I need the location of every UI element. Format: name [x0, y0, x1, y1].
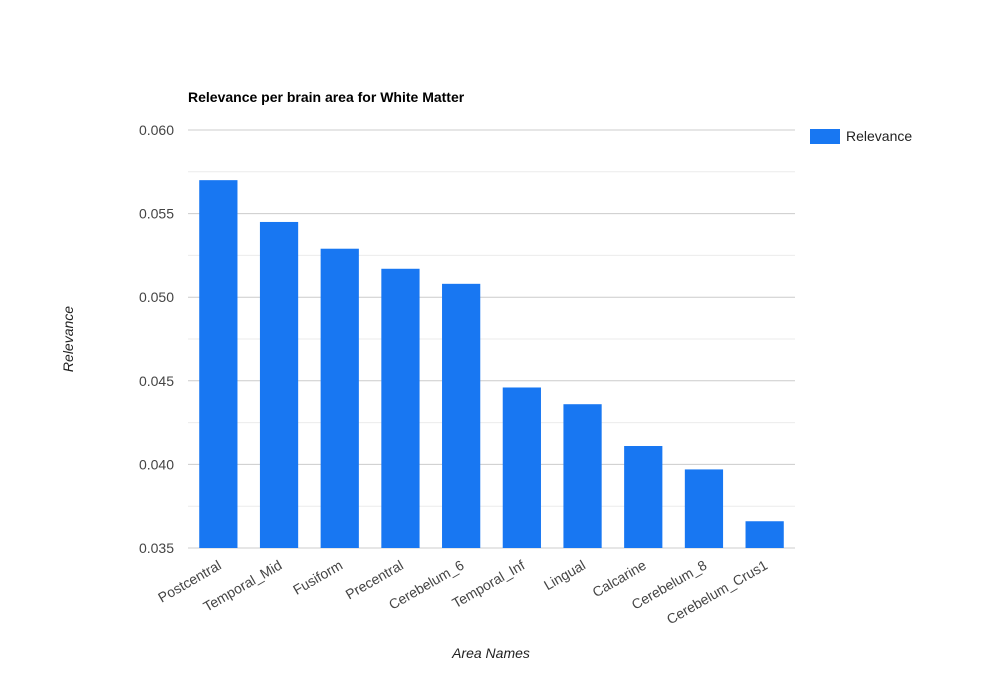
- bar: [745, 521, 784, 548]
- bar: [259, 221, 299, 548]
- bar: [502, 387, 541, 548]
- x-tick-label: Cerebelum_Crus1: [664, 557, 771, 628]
- y-tick-label: 0.040: [139, 456, 174, 472]
- bar: [684, 469, 724, 548]
- bar: [320, 248, 359, 548]
- y-tick-label: 0.045: [139, 373, 174, 389]
- legend: Relevance: [810, 128, 912, 144]
- bar: [381, 268, 420, 548]
- y-axis-title: Relevance: [60, 306, 76, 372]
- x-tick-label: Fusiform: [290, 557, 345, 598]
- bars: [199, 180, 784, 548]
- y-tick-label: 0.035: [139, 540, 174, 556]
- y-tick-label: 0.055: [139, 206, 174, 222]
- legend-label: Relevance: [846, 128, 912, 144]
- x-axis-title: Area Names: [451, 645, 530, 661]
- bar: [563, 404, 602, 548]
- y-tick-label: 0.050: [139, 289, 174, 305]
- y-tick-labels: 0.035 0.040 0.045 0.050 0.055 0.060: [139, 122, 174, 556]
- y-tick-label: 0.060: [139, 122, 174, 138]
- bar: [199, 180, 238, 548]
- legend-swatch: [810, 129, 840, 144]
- bar: [624, 446, 663, 548]
- chart-title: Relevance per brain area for White Matte…: [188, 89, 465, 105]
- x-tick-label: Lingual: [541, 557, 588, 593]
- bar: [442, 283, 481, 548]
